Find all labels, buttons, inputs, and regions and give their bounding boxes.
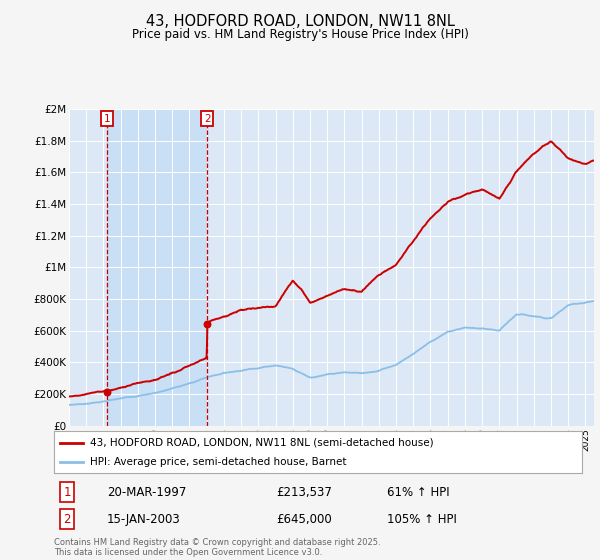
Text: 15-JAN-2003: 15-JAN-2003	[107, 512, 181, 525]
Text: HPI: Average price, semi-detached house, Barnet: HPI: Average price, semi-detached house,…	[90, 457, 346, 467]
Text: 20-MAR-1997: 20-MAR-1997	[107, 486, 186, 498]
Text: 43, HODFORD ROAD, LONDON, NW11 8NL: 43, HODFORD ROAD, LONDON, NW11 8NL	[146, 14, 454, 29]
Text: 61% ↑ HPI: 61% ↑ HPI	[386, 486, 449, 498]
Point	[103, 388, 112, 396]
Text: 105% ↑ HPI: 105% ↑ HPI	[386, 512, 457, 525]
Text: £645,000: £645,000	[276, 512, 332, 525]
Text: 2: 2	[64, 512, 71, 525]
Text: 1: 1	[64, 486, 71, 498]
Text: 1: 1	[104, 114, 110, 124]
Bar	[107, 109, 208, 426]
Text: Price paid vs. HM Land Registry's House Price Index (HPI): Price paid vs. HM Land Registry's House …	[131, 28, 469, 41]
Text: £213,537: £213,537	[276, 486, 332, 498]
Point	[203, 319, 212, 328]
Text: 2: 2	[204, 114, 211, 124]
Text: 43, HODFORD ROAD, LONDON, NW11 8NL (semi-detached house): 43, HODFORD ROAD, LONDON, NW11 8NL (semi…	[90, 437, 434, 447]
Text: Contains HM Land Registry data © Crown copyright and database right 2025.
This d: Contains HM Land Registry data © Crown c…	[54, 538, 380, 557]
